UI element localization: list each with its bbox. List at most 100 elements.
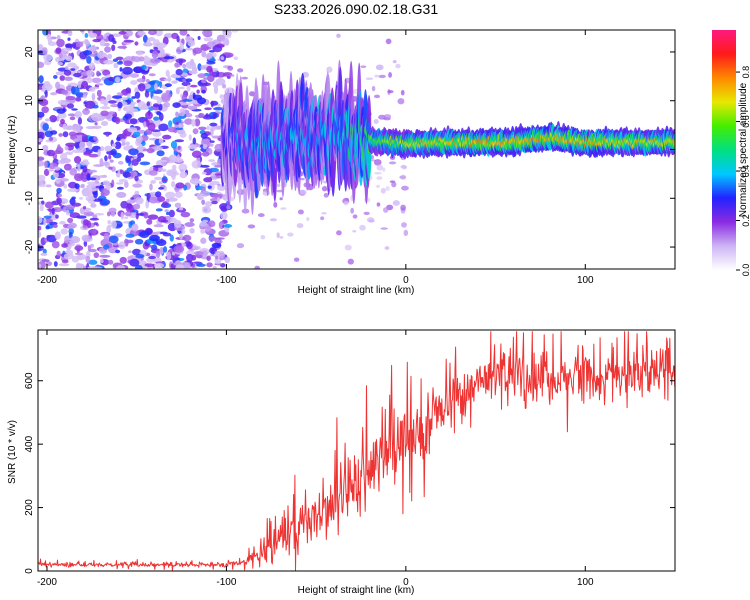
noise-blob <box>211 242 222 249</box>
noise-blob <box>112 40 117 44</box>
noise-blob <box>59 221 66 225</box>
noise-blob <box>67 37 71 41</box>
noise-blob <box>201 151 210 157</box>
noise-blob <box>92 104 99 109</box>
noise-blob <box>43 218 47 226</box>
noise-blob <box>197 73 206 79</box>
noise-blob <box>200 144 204 148</box>
noise-blob <box>206 125 210 131</box>
noise-blob <box>373 118 379 125</box>
noise-blob <box>54 166 61 171</box>
noise-blob <box>149 196 158 204</box>
noise-blob <box>81 80 89 90</box>
y-tick-label: 20 <box>24 46 35 58</box>
noise-blob <box>119 138 127 143</box>
noise-blob <box>93 252 100 259</box>
noise-blob <box>187 105 198 111</box>
noise-blob <box>180 211 191 218</box>
noise-blob <box>57 193 63 198</box>
noise-blob <box>70 68 76 71</box>
noise-blob <box>380 187 386 194</box>
noise-blob <box>343 201 349 206</box>
noise-blob <box>145 200 150 209</box>
noise-blob <box>80 183 85 189</box>
noise-blob <box>75 262 82 269</box>
noise-blob <box>154 30 163 37</box>
noise-blob <box>64 66 69 71</box>
noise-blob <box>55 71 65 76</box>
noise-blob <box>92 228 97 235</box>
noise-blob <box>78 255 83 261</box>
noise-blob <box>123 216 129 220</box>
noise-blob <box>139 107 145 110</box>
noise-blob <box>191 118 196 127</box>
noise-blob <box>44 201 54 209</box>
noise-blob <box>202 206 210 209</box>
noise-blob <box>171 80 178 84</box>
noise-blob <box>38 225 42 231</box>
noise-blob <box>126 93 131 98</box>
noise-blob <box>127 127 138 133</box>
noise-blob <box>371 85 376 92</box>
noise-blob <box>395 63 401 69</box>
noise-blob <box>280 207 287 210</box>
noise-blob <box>64 76 73 81</box>
noise-blob <box>115 249 121 254</box>
noise-blob <box>81 234 92 242</box>
noise-blob <box>60 48 65 55</box>
noise-blob <box>209 253 213 257</box>
noise-blob <box>96 89 102 97</box>
noise-blob <box>170 140 178 149</box>
noise-blob <box>373 159 382 166</box>
noise-blob <box>132 183 143 188</box>
noise-blob <box>116 191 127 198</box>
noise-blob <box>99 39 106 47</box>
noise-blob <box>129 145 133 148</box>
noise-blob <box>212 113 217 119</box>
noise-blob <box>189 228 195 234</box>
noise-blob <box>306 217 310 221</box>
noise-blob <box>46 234 51 238</box>
noise-blob <box>204 224 212 232</box>
noise-blob <box>175 77 179 81</box>
noise-blob <box>209 140 215 143</box>
noise-blob <box>61 259 69 264</box>
noise-blob <box>48 208 52 212</box>
noise-blob <box>212 266 217 269</box>
noise-blob <box>178 122 182 128</box>
noise-blob <box>153 224 164 228</box>
noise-blob <box>164 83 172 88</box>
noise-blob <box>84 32 89 38</box>
noise-blob <box>166 251 172 261</box>
noise-blob <box>119 256 127 264</box>
noise-blob <box>189 218 195 223</box>
noise-blob <box>93 164 105 167</box>
noise-blob <box>175 68 183 76</box>
noise-blob <box>154 82 158 91</box>
noise-blob <box>211 200 218 205</box>
noise-blob <box>38 141 42 145</box>
noise-blob <box>153 116 160 121</box>
noise-blob <box>373 94 381 99</box>
noise-blob <box>82 165 88 173</box>
noise-blob <box>153 46 159 50</box>
noise-blob <box>130 170 134 178</box>
noise-blob <box>64 235 70 244</box>
spectrogram-noise-field <box>38 11 410 269</box>
noise-blob <box>62 206 67 213</box>
noise-blob <box>65 151 74 156</box>
noise-blob <box>279 197 283 201</box>
noise-blob <box>71 123 81 132</box>
noise-blob <box>42 144 49 152</box>
noise-blob <box>192 137 197 145</box>
noise-blob <box>262 11 269 17</box>
noise-blob <box>124 211 132 217</box>
noise-blob <box>279 236 284 239</box>
noise-blob <box>229 74 235 77</box>
noise-blob <box>94 212 105 216</box>
noise-blob <box>208 177 213 182</box>
noise-blob <box>194 118 201 127</box>
noise-blob <box>118 241 126 250</box>
noise-blob <box>82 193 90 197</box>
noise-blob <box>188 94 193 100</box>
